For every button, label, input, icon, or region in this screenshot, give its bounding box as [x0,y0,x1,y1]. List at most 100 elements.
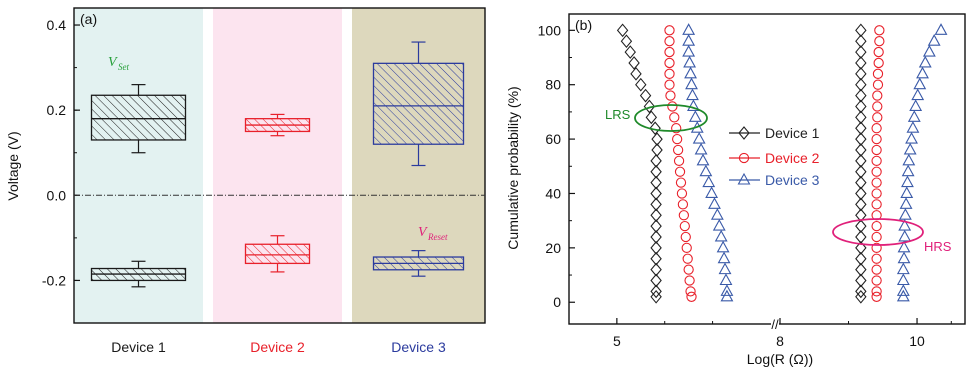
data-point-lrs [650,273,662,288]
y-tick-label: 100 [538,22,562,38]
data-point-lrs [664,57,675,69]
data-point-lrs [717,251,731,264]
category-label: Device 1 [111,339,166,355]
data-point-hrs [872,79,884,90]
box-set-3 [372,41,465,167]
data-point-lrs [686,291,697,302]
y-tick-label: 0 [553,294,561,310]
data-point-hrs [896,284,910,296]
box-set-1 [90,84,187,154]
data-point-hrs [916,66,929,79]
data-point-hrs [855,153,867,168]
data-point-lrs [678,210,690,221]
data-point-lrs [665,90,676,101]
data-point-lrs [675,177,687,188]
data-point-lrs [650,284,662,299]
data-point-hrs [871,286,882,297]
data-point-hrs [855,110,867,125]
data-point-hrs [855,175,867,190]
data-point-lrs [712,218,726,231]
legend: Device 1 Device 2 Device 3 [729,125,820,188]
axis-break-mark: // [771,317,779,332]
data-point-lrs [683,55,697,68]
data-point-hrs [855,23,867,38]
legend-marker [738,152,750,164]
data-point-lrs [686,88,699,101]
axis-break-gap [771,320,779,328]
data-point-lrs [650,251,662,266]
series-diamond [616,23,867,304]
data-point-hrs [855,45,867,59]
data-point-lrs [708,197,721,209]
data-point-hrs [871,133,882,145]
box-set-2 [244,113,311,137]
y-tick-label: 40 [545,185,561,201]
panel-b-ylabel: Cumulative probability (%) [505,86,521,249]
data-point-lrs [650,262,662,277]
data-point-hrs [855,262,867,277]
data-point-lrs [680,231,691,243]
data-point-lrs [682,44,696,57]
panel-a-frame [73,7,486,324]
data-point-hrs [871,220,882,232]
data-point-lrs [720,284,734,296]
y-tick-label: 0.2 [47,102,67,118]
data-point-lrs [639,88,652,103]
data-point-hrs [872,68,884,79]
data-point-hrs [896,289,910,302]
y-tick-label: 20 [545,240,561,256]
legend-marker [737,172,751,185]
data-point-hrs [855,66,867,81]
category-label: Device 3 [391,339,446,355]
data-point-hrs [855,143,867,157]
data-point-hrs [927,34,941,46]
data-point-lrs [683,264,694,275]
data-point-lrs [699,164,713,177]
data-point-hrs [871,177,882,188]
data-point-lrs [628,56,640,70]
data-point-hrs [855,241,867,255]
data-point-lrs [679,220,690,232]
data-point-lrs [672,133,683,145]
v-set-symbol: V [108,55,118,70]
data-point-hrs [855,77,867,92]
data-point-hrs [897,251,911,264]
y-tick-label: 0.0 [47,187,67,203]
data-point-lrs [664,68,675,79]
data-point-hrs [902,153,916,166]
data-point-hrs [873,46,884,58]
data-point-hrs [871,155,882,166]
data-point-hrs [855,164,867,179]
data-point-lrs [620,34,633,49]
data-point-lrs [672,144,684,156]
data-point-hrs [855,219,867,233]
data-point-lrs [688,110,702,122]
data-point-lrs [702,175,716,188]
legend-label: Device 1 [765,125,820,141]
data-point-hrs [896,273,910,286]
category-background [213,8,342,323]
data-point-lrs [664,46,675,58]
data-point-hrs [871,253,882,264]
legend-marker [738,126,750,140]
data-point-lrs [714,229,728,242]
box-body [90,94,187,141]
data-point-hrs [871,144,882,156]
data-point-hrs [855,132,867,146]
data-point-hrs [900,186,914,199]
data-point-hrs [871,188,882,199]
data-point-hrs [899,197,913,209]
series-triangle [682,23,948,302]
data-point-hrs [855,34,867,49]
v-set-annotation: V Set [108,55,129,72]
data-point-lrs [677,199,689,210]
panel-a: (a) Voltage (V) 0.4 0.2 0.0 -0.2 Device 1 De… [5,7,486,355]
data-point-hrs [871,264,882,275]
panel-b-xlabel: Log(R (Ω)) [747,351,813,367]
data-point-hrs [871,199,882,210]
data-point-lrs [685,77,698,90]
data-point-lrs [624,45,636,59]
y-tick-label: 60 [545,131,561,147]
data-point-lrs [635,77,647,92]
